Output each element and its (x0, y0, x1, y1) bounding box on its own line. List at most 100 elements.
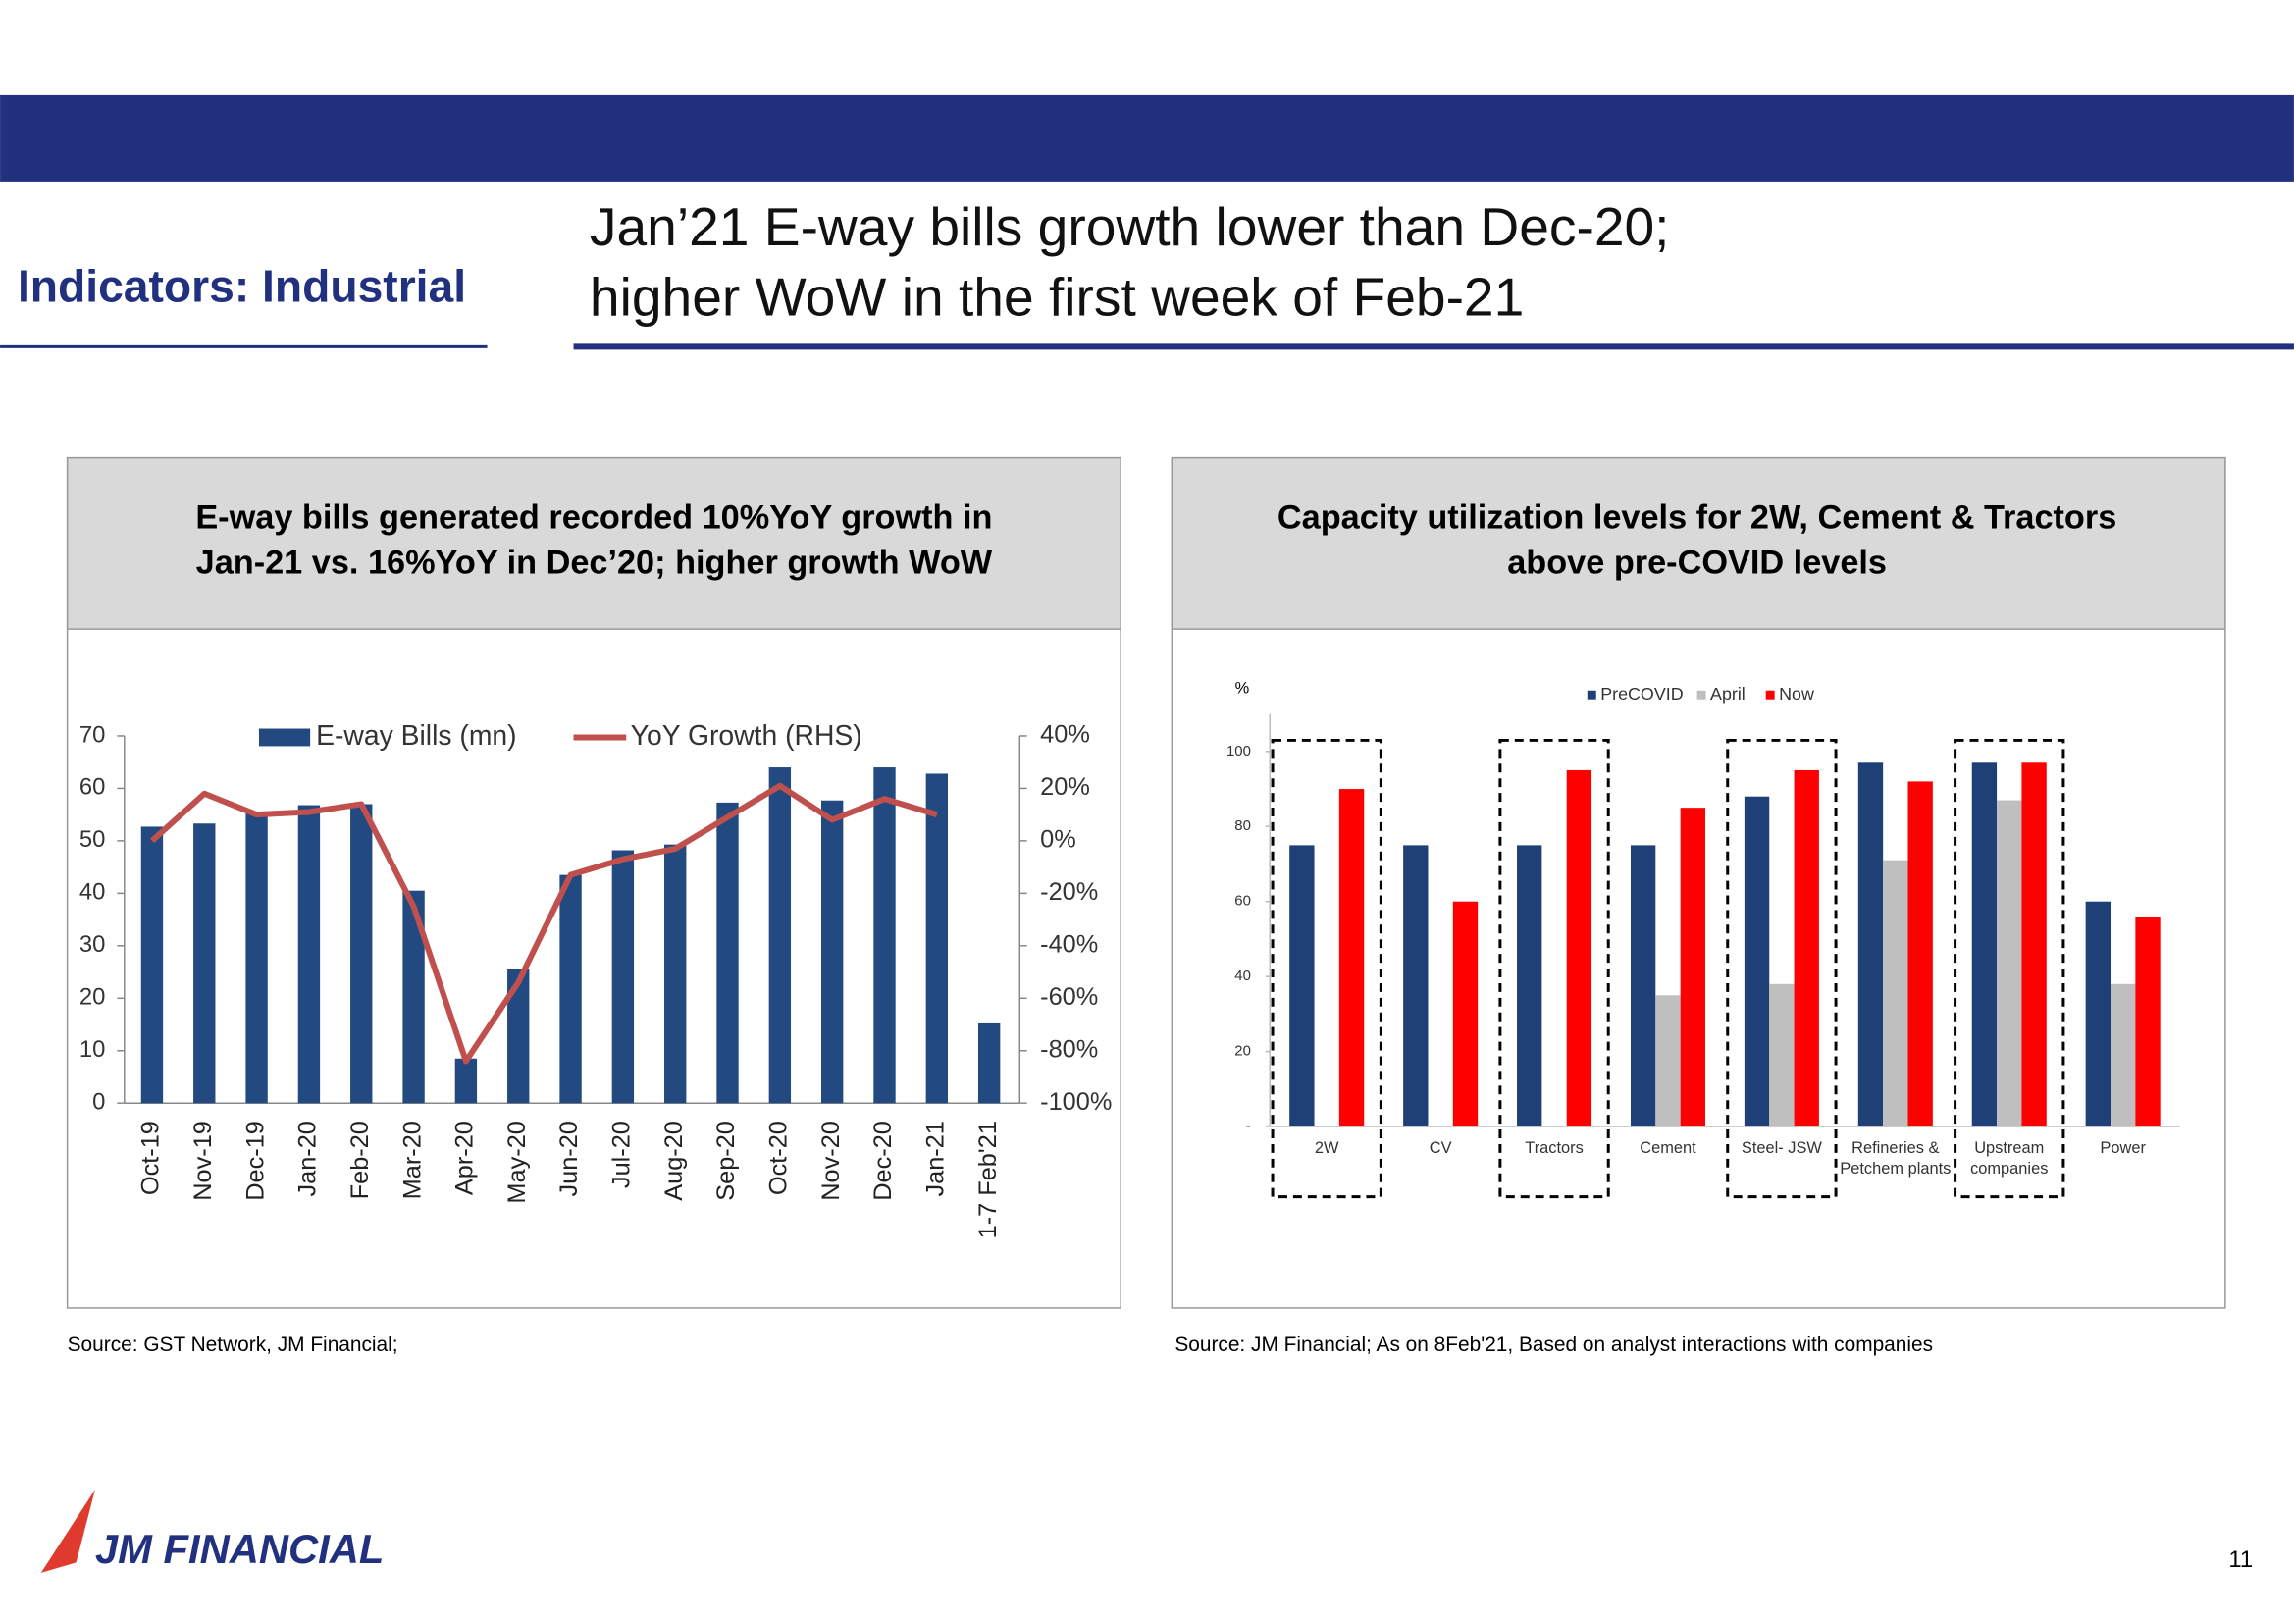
bar (925, 773, 949, 1104)
slide-title: higher WoW in the first week of Feb-21 (590, 267, 1524, 328)
x-tick-label: Jan-20 (294, 1121, 322, 1196)
x-tick-label: Mar-20 (398, 1121, 426, 1199)
x-tick-label-box: Steel- JSW (1741, 1139, 1822, 1158)
y2-tick-label: -80% (1040, 1035, 1098, 1063)
y-tick-label: - (1246, 1119, 1251, 1134)
y-tick-label: 10 (79, 1036, 106, 1063)
bar (1566, 769, 1592, 1127)
y-tick-label: 20 (1234, 1044, 1251, 1060)
y-tick-label: 100 (1226, 744, 1251, 760)
legend-label: April (1710, 684, 1746, 704)
y-tick-label: 50 (79, 826, 106, 853)
legend-swatch (1587, 690, 1596, 700)
legend-label: PreCOVID (1600, 684, 1684, 704)
y-tick-label: 40 (79, 879, 106, 906)
y-tick-label: 0 (92, 1089, 105, 1116)
y2-tick-label: -60% (1040, 983, 1098, 1011)
bar (2111, 983, 2136, 1127)
y-tick-label: 40 (1234, 969, 1251, 984)
section-label: Indicators: Industrial (18, 260, 466, 311)
y2-tick-label: -100% (1040, 1088, 1112, 1116)
bar (820, 800, 844, 1104)
x-tick-label: Upstream companies (1970, 1139, 2049, 1179)
y-tick-label: 80 (1234, 818, 1251, 834)
x-tick-label: Power (2100, 1139, 2146, 1158)
bar (2085, 901, 2112, 1127)
x-tick-label-box: 2W (1314, 1139, 1339, 1158)
bar (454, 1058, 478, 1104)
bar (245, 812, 268, 1104)
x-tick-label: Dec-19 (241, 1121, 269, 1201)
x-tick-label: Apr-20 (451, 1121, 479, 1195)
legend-label: E-way Bills (mn) (316, 720, 517, 752)
x-tick-label: Jun-20 (555, 1121, 583, 1196)
legend-swatch (258, 728, 311, 747)
bar (611, 850, 635, 1104)
x-tick-label: Sep-20 (712, 1121, 740, 1201)
x-tick-label-box: Tractors (1525, 1139, 1584, 1158)
x-tick-label: 2W (1314, 1139, 1339, 1158)
x-tick-label: Jan-21 (922, 1121, 950, 1196)
source: Source: GST Network, JM Financial; (68, 1334, 398, 1356)
page-number: 11 (2228, 1546, 2253, 1573)
y-axis-label: % (1235, 680, 1250, 698)
bar (297, 805, 321, 1104)
bar (2021, 762, 2047, 1127)
logo-mark (40, 1489, 95, 1573)
bar (977, 1022, 1001, 1104)
x-tick-label: Jul-20 (608, 1121, 636, 1188)
x-tick-label: Refineries & Petchem plants (1840, 1139, 1952, 1179)
panel: E-way bills generated recorded 10%YoY gr… (66, 456, 1121, 1309)
bar (507, 969, 530, 1104)
y-tick-label: 60 (79, 774, 106, 801)
bar (2135, 917, 2161, 1127)
x-tick-label: Steel- JSW (1741, 1139, 1822, 1158)
x-tick-label: Cement (1640, 1139, 1696, 1158)
x-tick-label-box: CV (1429, 1139, 1452, 1158)
x-tick-label: Nov-20 (817, 1121, 845, 1201)
logo: JM FINANCIAL (95, 1526, 384, 1572)
bar (1794, 769, 1819, 1127)
bar (1680, 808, 1705, 1127)
x-tick-label: 1-7 Feb'21 (974, 1121, 1002, 1238)
bar (1883, 860, 1908, 1127)
x-tick-label-box: Refineries & Petchem plants (1840, 1139, 1952, 1179)
bar (350, 804, 373, 1104)
bar (716, 802, 739, 1104)
legend-label: YoY Growth (RHS) (631, 720, 862, 752)
y-tick-label: 30 (79, 931, 106, 958)
bar (1403, 845, 1429, 1127)
bar (402, 890, 425, 1104)
y2-tick-label: -20% (1040, 878, 1098, 906)
chart-title: Jan-21 vs. 16%YoY in Dec’20; higher grow… (196, 545, 993, 582)
x-tick-label: Feb-20 (346, 1121, 374, 1199)
bar (1997, 800, 2022, 1127)
highlight-box (1498, 738, 1610, 1199)
bar (1630, 845, 1656, 1127)
header-band (0, 94, 2294, 182)
slide-title: Jan’21 E-way bills growth lower than Dec… (590, 196, 1670, 257)
x-tick-label: CV (1429, 1139, 1452, 1158)
line (149, 782, 938, 1065)
x-tick-label: Aug-20 (660, 1121, 688, 1201)
x-tick-label: May-20 (503, 1121, 531, 1203)
x-tick-label: Nov-19 (189, 1121, 217, 1201)
y2-tick-label: 20% (1040, 773, 1090, 801)
bar (1857, 762, 1884, 1127)
chart-title: above pre-COVID levels (1507, 545, 1887, 582)
bar (559, 874, 582, 1104)
bar (193, 823, 216, 1104)
highlight-box (1271, 738, 1382, 1199)
y2-tick-label: 0% (1040, 826, 1076, 854)
y2-tick-label: -40% (1040, 931, 1098, 959)
highlight-box (1954, 738, 2065, 1199)
legend-swatch (1696, 690, 1706, 700)
chart-title: Capacity utilization levels for 2W, Ceme… (1277, 498, 2116, 536)
bar (1289, 845, 1315, 1127)
bar (1744, 796, 1770, 1127)
legend-swatch (1765, 690, 1775, 700)
bar (1971, 762, 1998, 1127)
x-tick-label: Tractors (1525, 1139, 1584, 1158)
